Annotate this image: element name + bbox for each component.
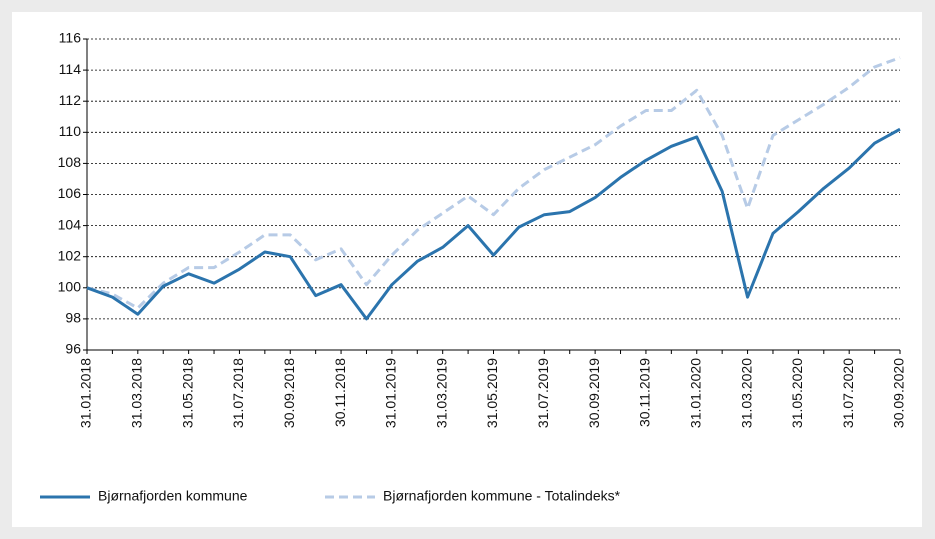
x-tick-label: 30.09.2018 [281,358,297,428]
x-tick-label: 31.03.2018 [129,358,145,428]
y-tick-label: 100 [58,279,82,295]
y-tick-label: 98 [65,310,81,326]
y-tick-label: 106 [58,185,82,201]
x-tick-label: 31.05.2020 [789,358,805,428]
y-tick-label: 110 [59,123,82,139]
x-tick-label: 31.03.2019 [433,358,449,428]
y-tick-label: 108 [58,154,82,170]
legend-label: Bjørnafjorden kommune [98,488,248,504]
x-tick-label: 31.01.2018 [78,358,94,428]
x-tick-label: 31.07.2018 [230,358,246,428]
x-tick-label: 31.03.2020 [738,358,754,428]
y-tick-label: 116 [59,30,82,46]
y-tick-label: 104 [58,216,82,232]
x-tick-label: 31.05.2019 [484,358,500,428]
panel [12,12,922,527]
x-tick-label: 31.01.2019 [383,358,399,428]
x-tick-label: 31.01.2020 [687,358,703,428]
y-tick-label: 114 [59,61,82,77]
series-line [86,127,901,321]
legend-label: Bjørnafjorden kommune - Totalindeks* [383,488,621,504]
y-tick-label: 96 [65,341,81,357]
x-tick-label: 30.09.2020 [891,358,907,428]
series-line [86,56,901,310]
x-tick-label: 30.09.2019 [586,358,602,428]
x-tick-label: 31.07.2019 [535,358,551,428]
x-tick-label: 30.11.2018 [332,358,348,427]
y-tick-label: 102 [58,247,82,263]
y-tick-label: 112 [59,92,82,108]
x-tick-label: 31.05.2018 [179,358,195,428]
x-tick-label: 30.11.2019 [637,358,653,427]
x-tick-label: 31.07.2020 [840,358,856,428]
